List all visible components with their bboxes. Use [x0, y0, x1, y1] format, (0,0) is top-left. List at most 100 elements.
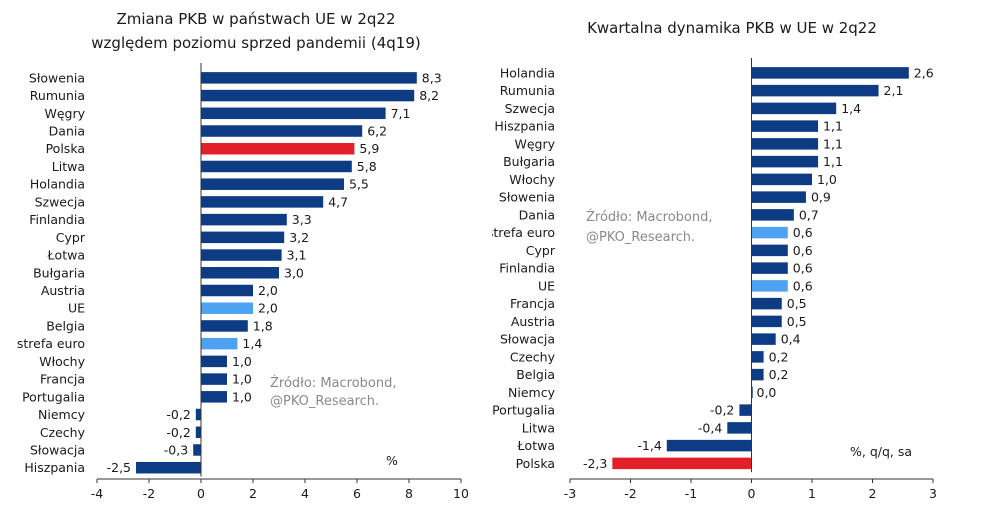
- x-tick-label: 2: [869, 486, 877, 501]
- data-label: 8,3: [422, 70, 442, 85]
- chart-quarterly-gdp-dynamics: Kwartalna dynamika PKB w UE w 2q22 Holand…: [492, 19, 937, 501]
- bar: [751, 244, 788, 257]
- x-tick-label: 4: [301, 486, 309, 501]
- data-label: 0,6: [793, 261, 813, 276]
- category-label: Austria: [511, 314, 555, 329]
- category-label: Francja: [40, 372, 85, 387]
- category-label: Polska: [516, 456, 555, 471]
- data-label: -0,3: [164, 442, 188, 457]
- data-label: 0,6: [793, 278, 813, 293]
- category-label: Litwa: [52, 159, 85, 174]
- category-label: Bułgaria: [503, 154, 555, 169]
- bar: [751, 386, 753, 399]
- category-label: Cypr: [526, 243, 556, 258]
- chart-title: Zmiana PKB w państwach UE w 2q22: [116, 10, 395, 28]
- category-label: Finlandia: [29, 212, 85, 227]
- data-label: -0,2: [166, 407, 190, 422]
- bar: [751, 155, 819, 168]
- bar: [201, 231, 285, 244]
- bar: [201, 284, 253, 297]
- category-label: UE: [538, 278, 555, 293]
- category-label: strefa euro: [492, 225, 555, 240]
- category-label: Hiszpania: [24, 460, 85, 475]
- category-label: Węgry: [44, 106, 85, 121]
- data-label: 0,5: [787, 296, 807, 311]
- data-label: 1,4: [242, 336, 262, 351]
- data-label: 3,3: [292, 212, 312, 227]
- category-label: Portugalia: [492, 403, 555, 418]
- category-label: Hiszpania: [494, 119, 555, 134]
- bar: [201, 355, 227, 368]
- data-label: 4,7: [328, 194, 348, 209]
- bar: [201, 160, 352, 173]
- bar: [201, 89, 415, 102]
- category-label: Rumunia: [500, 83, 555, 98]
- x-tick-label: 10: [453, 486, 469, 501]
- data-label: 0,6: [793, 243, 813, 258]
- bar: [195, 426, 201, 439]
- data-label: 2,0: [258, 283, 278, 298]
- bar: [751, 368, 764, 381]
- unit-label: %, q/q, sa: [850, 444, 912, 459]
- bar: [751, 67, 909, 79]
- unit-label: %: [386, 453, 398, 468]
- data-label: 2,0: [258, 301, 278, 316]
- category-label: Belgia: [516, 367, 555, 382]
- data-label: 1,0: [232, 389, 252, 404]
- data-label: 0,2: [769, 367, 789, 382]
- x-tick-label: 8: [405, 486, 413, 501]
- bar: [201, 302, 253, 314]
- x-tick-label: 0: [197, 486, 205, 501]
- data-label: 1,4: [841, 101, 861, 116]
- data-label: 6,2: [367, 124, 387, 139]
- data-label: 0,0: [757, 385, 777, 400]
- bar: [751, 351, 764, 363]
- category-label: Włochy: [39, 354, 85, 369]
- category-label: Słowacja: [30, 442, 85, 457]
- data-label: 1,1: [823, 119, 843, 134]
- x-tick-label: 0: [748, 486, 756, 501]
- bar: [201, 107, 386, 120]
- data-label: 1,0: [817, 172, 837, 187]
- category-label: Cypr: [56, 230, 86, 245]
- bar: [739, 404, 752, 416]
- data-label: 0,5: [787, 314, 807, 329]
- source-note: Źródło: Macrobond,: [586, 209, 713, 225]
- category-label: Słowacja: [500, 332, 555, 347]
- source-note: @PKO_Research.: [270, 394, 379, 409]
- category-label: Słowenia: [499, 190, 555, 205]
- bar: [201, 213, 287, 226]
- data-label: 0,4: [781, 332, 801, 347]
- x-tick-label: 3: [929, 486, 937, 501]
- bar: [751, 138, 819, 150]
- data-label: 2,6: [914, 65, 934, 80]
- bar: [751, 297, 782, 310]
- bar: [751, 191, 806, 203]
- bar: [201, 178, 344, 190]
- category-label: Austria: [41, 283, 85, 298]
- data-label: -2,5: [107, 460, 131, 475]
- category-label: Dania: [49, 124, 85, 139]
- category-label: Belgia: [46, 318, 85, 333]
- category-label: Portugalia: [22, 389, 85, 404]
- data-label: -0,2: [710, 403, 734, 418]
- data-label: 5,5: [349, 177, 369, 192]
- chart-title: Kwartalna dynamika PKB w UE w 2q22: [587, 19, 877, 37]
- category-label: Litwa: [522, 420, 555, 435]
- bar: [751, 315, 782, 328]
- data-label: 0,2: [769, 349, 789, 364]
- x-tick-label: -3: [564, 486, 576, 501]
- category-label: Rumunia: [30, 88, 85, 103]
- x-tick-label: 1: [808, 486, 816, 501]
- category-label: Słowenia: [29, 70, 85, 85]
- chart-gdp-vs-prepandemic: Zmiana PKB w państwach UE w 2q22 względem…: [17, 10, 469, 501]
- data-label: -0,4: [698, 420, 722, 435]
- bar: [136, 461, 201, 474]
- category-label: Polska: [46, 141, 85, 156]
- bar: [201, 267, 279, 279]
- category-label: Niemcy: [38, 407, 86, 422]
- data-label: 3,2: [289, 230, 309, 245]
- source-note: @PKO_Research.: [586, 230, 695, 245]
- category-label: Łotwa: [47, 248, 85, 263]
- data-label: -2,3: [583, 456, 607, 471]
